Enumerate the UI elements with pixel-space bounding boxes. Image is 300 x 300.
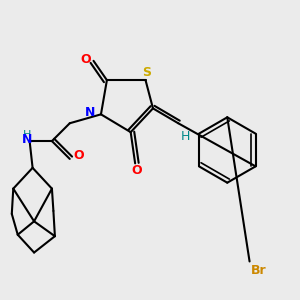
Text: O: O (74, 149, 84, 162)
Text: S: S (142, 66, 152, 79)
Text: O: O (131, 164, 142, 177)
Text: H: H (181, 130, 190, 143)
Text: H: H (22, 130, 31, 140)
Text: Br: Br (251, 264, 266, 277)
Text: O: O (81, 53, 92, 66)
Text: N: N (22, 133, 32, 146)
Text: N: N (85, 106, 96, 119)
